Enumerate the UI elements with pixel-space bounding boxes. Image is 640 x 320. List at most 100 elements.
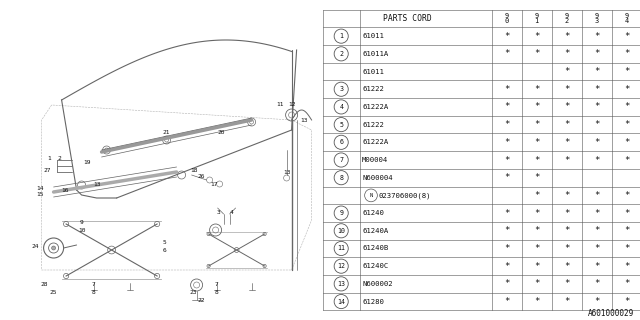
Text: 5: 5 bbox=[339, 122, 343, 128]
Text: *: * bbox=[504, 156, 509, 164]
Text: *: * bbox=[504, 297, 509, 306]
Text: 22: 22 bbox=[198, 298, 205, 302]
Text: *: * bbox=[534, 209, 540, 218]
Text: *: * bbox=[624, 244, 629, 253]
Text: 9
3: 9 3 bbox=[595, 13, 599, 24]
Text: 61240A: 61240A bbox=[362, 228, 388, 234]
Text: *: * bbox=[504, 279, 509, 288]
Text: 9
0: 9 0 bbox=[505, 13, 509, 24]
Text: 28: 28 bbox=[41, 283, 49, 287]
Text: 9
2: 9 2 bbox=[564, 13, 569, 24]
Text: *: * bbox=[594, 244, 599, 253]
Text: *: * bbox=[594, 49, 599, 58]
Text: *: * bbox=[564, 138, 570, 147]
Text: *: * bbox=[594, 279, 599, 288]
Text: *: * bbox=[594, 209, 599, 218]
Text: *: * bbox=[534, 102, 540, 111]
Text: *: * bbox=[504, 85, 509, 94]
Text: *: * bbox=[534, 156, 540, 164]
Text: N600002: N600002 bbox=[362, 281, 393, 287]
Text: *: * bbox=[534, 173, 540, 182]
Text: 2: 2 bbox=[58, 156, 61, 161]
Text: *: * bbox=[564, 209, 570, 218]
Text: 61011: 61011 bbox=[362, 33, 384, 39]
Text: 12: 12 bbox=[337, 263, 345, 269]
Text: 18: 18 bbox=[190, 167, 197, 172]
Text: 023706000(8): 023706000(8) bbox=[378, 192, 431, 199]
Circle shape bbox=[52, 246, 56, 250]
Text: *: * bbox=[624, 85, 629, 94]
Text: 13: 13 bbox=[300, 117, 307, 123]
Text: N: N bbox=[369, 193, 372, 198]
Text: *: * bbox=[534, 262, 540, 271]
Text: 6: 6 bbox=[339, 139, 343, 145]
Text: *: * bbox=[624, 156, 629, 164]
Text: 61240B: 61240B bbox=[362, 245, 388, 252]
Text: 2: 2 bbox=[339, 51, 343, 57]
Text: 4: 4 bbox=[339, 104, 343, 110]
Text: *: * bbox=[594, 32, 599, 41]
Text: A601000029: A601000029 bbox=[588, 309, 634, 318]
Text: *: * bbox=[624, 191, 629, 200]
Text: 7: 7 bbox=[339, 157, 343, 163]
Text: 17: 17 bbox=[210, 181, 218, 187]
Text: *: * bbox=[594, 156, 599, 164]
Text: *: * bbox=[624, 226, 629, 235]
Text: *: * bbox=[564, 279, 570, 288]
Text: *: * bbox=[624, 209, 629, 218]
Text: *: * bbox=[564, 156, 570, 164]
Text: 16: 16 bbox=[61, 188, 68, 193]
Text: *: * bbox=[624, 138, 629, 147]
Text: 61222A: 61222A bbox=[362, 104, 388, 110]
Text: *: * bbox=[594, 226, 599, 235]
Text: *: * bbox=[534, 138, 540, 147]
Text: 4: 4 bbox=[230, 210, 234, 214]
Text: 13: 13 bbox=[93, 182, 100, 188]
Text: PARTS CORD: PARTS CORD bbox=[383, 14, 432, 23]
Text: *: * bbox=[504, 102, 509, 111]
Text: *: * bbox=[564, 244, 570, 253]
Text: 24: 24 bbox=[32, 244, 39, 249]
Text: 10: 10 bbox=[337, 228, 345, 234]
Text: 3: 3 bbox=[217, 210, 220, 214]
Text: *: * bbox=[594, 85, 599, 94]
Text: 5: 5 bbox=[163, 239, 166, 244]
Text: *: * bbox=[594, 262, 599, 271]
Text: 7: 7 bbox=[92, 282, 95, 286]
Text: *: * bbox=[534, 85, 540, 94]
Text: 9: 9 bbox=[339, 210, 343, 216]
Text: 19: 19 bbox=[83, 159, 90, 164]
Text: *: * bbox=[564, 297, 570, 306]
Text: *: * bbox=[504, 262, 509, 271]
Text: *: * bbox=[624, 67, 629, 76]
Text: *: * bbox=[564, 226, 570, 235]
Text: *: * bbox=[624, 49, 629, 58]
Text: *: * bbox=[504, 244, 509, 253]
Text: *: * bbox=[534, 49, 540, 58]
Text: 61011: 61011 bbox=[362, 68, 384, 75]
Text: 61240C: 61240C bbox=[362, 263, 388, 269]
Text: *: * bbox=[594, 191, 599, 200]
Text: *: * bbox=[594, 102, 599, 111]
Text: 1: 1 bbox=[339, 33, 343, 39]
Text: *: * bbox=[504, 173, 509, 182]
Text: 11: 11 bbox=[276, 101, 284, 107]
Text: 13: 13 bbox=[283, 170, 291, 174]
Text: *: * bbox=[564, 67, 570, 76]
Text: 13: 13 bbox=[337, 281, 345, 287]
Text: 27: 27 bbox=[44, 167, 51, 172]
Text: 8: 8 bbox=[92, 290, 95, 294]
Text: *: * bbox=[624, 120, 629, 129]
Text: 23: 23 bbox=[190, 290, 197, 294]
Text: 8: 8 bbox=[215, 290, 218, 294]
Text: 61222A: 61222A bbox=[362, 139, 388, 145]
Text: 14: 14 bbox=[337, 299, 345, 305]
Text: 61240: 61240 bbox=[362, 210, 384, 216]
Text: *: * bbox=[504, 209, 509, 218]
Text: 26: 26 bbox=[198, 174, 205, 180]
Text: *: * bbox=[534, 279, 540, 288]
Text: *: * bbox=[594, 138, 599, 147]
Text: *: * bbox=[594, 297, 599, 306]
Text: *: * bbox=[624, 279, 629, 288]
Text: *: * bbox=[564, 262, 570, 271]
